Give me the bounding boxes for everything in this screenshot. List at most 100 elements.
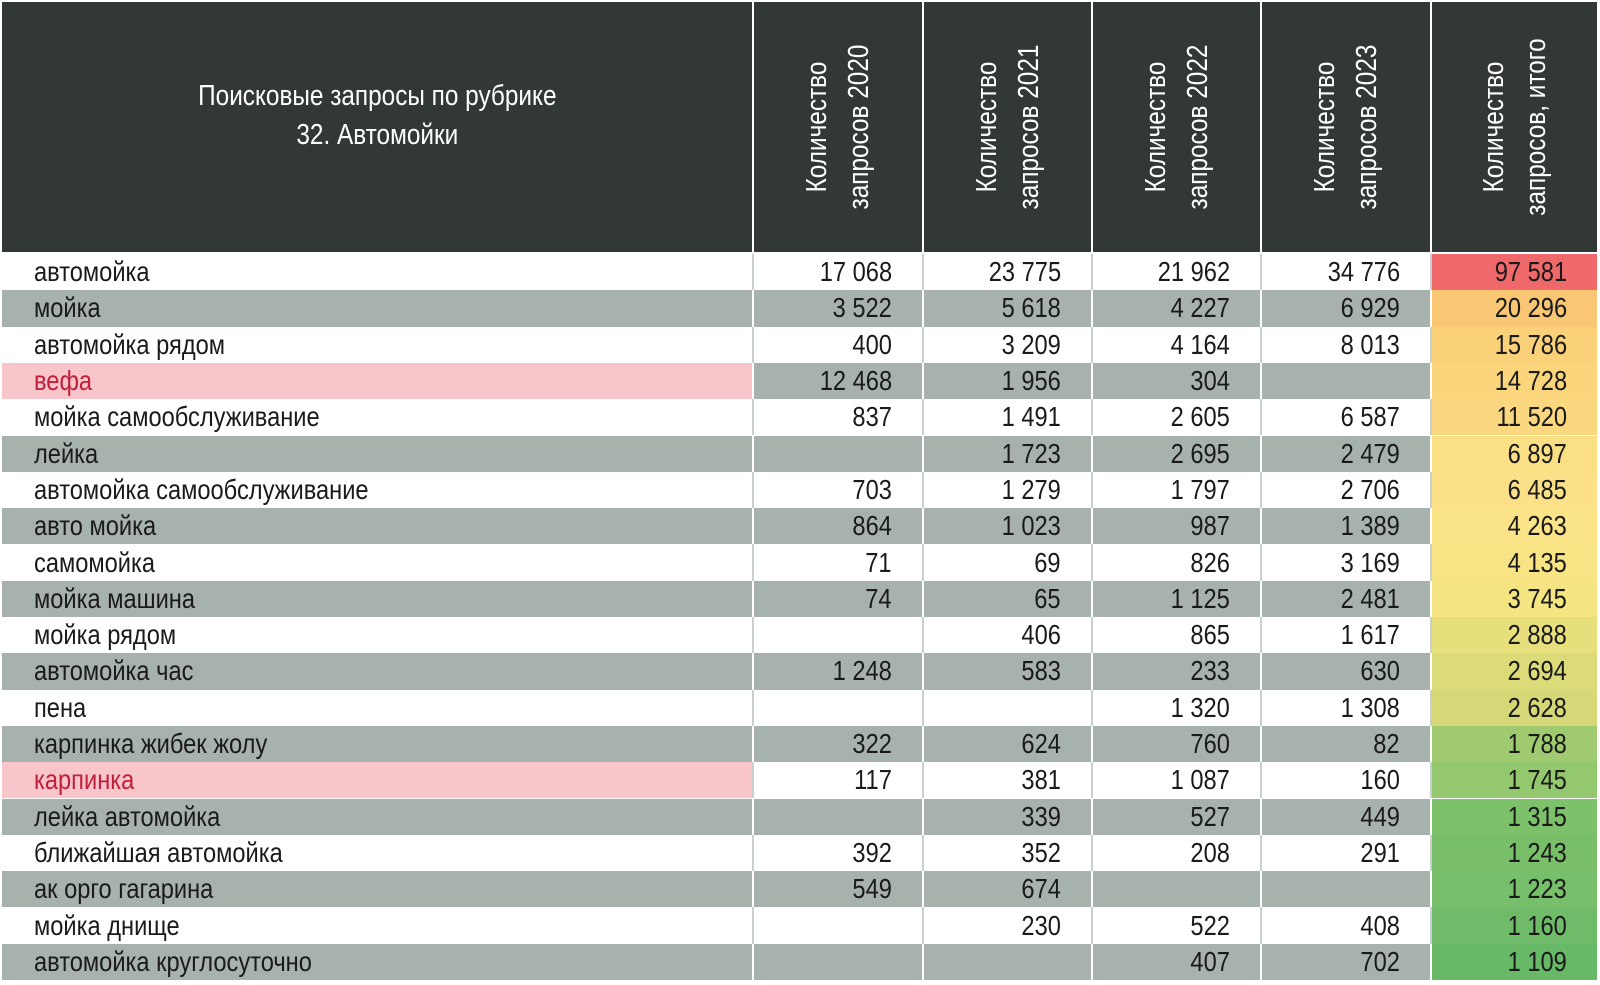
table-row: ближайшая автомойка 392 352 208 291 1 243 — [2, 834, 1597, 872]
value-text: 1 956 — [1001, 365, 1061, 397]
value-text: 339 — [1021, 800, 1061, 832]
query-text: мойка машина — [34, 582, 196, 614]
total-text: 4 135 — [1507, 546, 1567, 578]
value-cell-2023: 2 706 — [1260, 471, 1430, 509]
table-row: автомойка самообслуживание 703 1 279 1 797 2… — [2, 471, 1597, 509]
value-cell-2021: 23 775 — [922, 254, 1091, 291]
table-row: автомойка рядом 400 3 209 4 164 8 013 15 786 — [2, 326, 1597, 363]
value-cell-2022: 233 — [1091, 653, 1260, 690]
value-cell-2022: 1 320 — [1091, 689, 1260, 726]
value-text: 304 — [1190, 365, 1230, 397]
total-cell: 2 888 — [1430, 617, 1597, 654]
total-text: 6 897 — [1507, 437, 1567, 469]
table-title-cell: Поисковые запросы по рубрике 32. Автомой… — [2, 2, 752, 252]
value-text: 4 227 — [1170, 292, 1230, 324]
value-cell-2023: 8 013 — [1260, 326, 1430, 363]
column-header-2020: Количество запросов 2020 — [752, 2, 922, 252]
total-cell: 2 628 — [1430, 689, 1597, 726]
value-cell-2023: 2 479 — [1260, 435, 1430, 472]
query-cell: мойка самообслуживание — [2, 399, 752, 436]
value-cell-2021: 674 — [922, 871, 1091, 908]
total-cell: 1 243 — [1430, 834, 1597, 872]
value-cell-2020: 400 — [752, 326, 922, 363]
value-cell-2023: 160 — [1260, 762, 1430, 799]
total-cell: 3 745 — [1430, 580, 1597, 617]
table-row: лейка автомойка 339 527 449 1 315 — [2, 798, 1597, 835]
value-cell-2023: 1 389 — [1260, 508, 1430, 545]
query-cell: вефа — [2, 362, 752, 400]
value-cell-2020: 549 — [752, 871, 922, 908]
value-cell-2020: 1 248 — [752, 653, 922, 690]
table-row: мойка самообслуживание 837 1 491 2 605 6 587… — [2, 399, 1597, 436]
table-row: самомойка 71 69 826 3 169 4 135 — [2, 544, 1597, 581]
value-text: 3 522 — [832, 292, 892, 324]
query-cell: автомойка самообслуживание — [2, 471, 752, 509]
column-header-2022-line-2: запросов 2022 — [1181, 44, 1214, 210]
query-text: самомойка — [34, 546, 156, 578]
value-text: 407 — [1190, 945, 1230, 977]
value-text: 2 706 — [1340, 473, 1400, 505]
query-cell: авто мойка — [2, 508, 752, 545]
value-text: 1 279 — [1001, 473, 1061, 505]
value-text: 549 — [852, 873, 892, 905]
query-cell: самомойка — [2, 544, 752, 581]
value-cell-2023: 3 169 — [1260, 544, 1430, 581]
value-text: 71 — [865, 546, 892, 578]
total-cell: 1 788 — [1430, 725, 1597, 763]
value-cell-2020: 71 — [752, 544, 922, 581]
value-text: 1 797 — [1170, 473, 1230, 505]
value-cell-2023: 291 — [1260, 834, 1430, 872]
value-cell-2021 — [922, 943, 1091, 980]
value-cell-2023: 630 — [1260, 653, 1430, 690]
column-header-2021-line-2: запросов 2021 — [1012, 44, 1045, 210]
table-row: мойка рядом 406 865 1 617 2 888 — [2, 617, 1597, 654]
value-cell-2022: 2 695 — [1091, 435, 1260, 472]
value-text: 624 — [1021, 728, 1061, 760]
value-cell-2020 — [752, 435, 922, 472]
total-text: 1 243 — [1507, 836, 1567, 868]
query-text: автомойка рядом — [34, 328, 226, 360]
total-text: 97 581 — [1494, 256, 1567, 288]
value-cell-2020: 12 468 — [752, 362, 922, 400]
query-text: автомойка самообслуживание — [34, 473, 369, 505]
value-cell-2021: 1 491 — [922, 399, 1091, 436]
value-cell-2023: 1 308 — [1260, 689, 1430, 726]
value-text: 449 — [1360, 800, 1400, 832]
query-text: карпинка жибек жолу — [34, 728, 268, 760]
query-text: карпинка — [34, 764, 135, 796]
value-text: 1 125 — [1170, 582, 1230, 614]
value-text: 392 — [852, 836, 892, 868]
value-cell-2022: 826 — [1091, 544, 1260, 581]
value-text: 3 169 — [1340, 546, 1400, 578]
value-text: 527 — [1190, 800, 1230, 832]
value-cell-2020: 3 522 — [752, 290, 922, 327]
value-text: 17 068 — [819, 256, 892, 288]
total-cell: 6 897 — [1430, 435, 1597, 472]
value-text: 1 023 — [1001, 510, 1061, 542]
total-cell: 2 694 — [1430, 653, 1597, 690]
column-header-2021-line-1: Количество — [970, 61, 1003, 193]
table-row: лейка 1 723 2 695 2 479 6 897 — [2, 435, 1597, 472]
column-header-2020-line-2: запросов 2020 — [843, 44, 875, 210]
query-cell: карпинка жибек жолу — [2, 725, 752, 763]
value-cell-2022: 407 — [1091, 943, 1260, 980]
total-cell: 4 263 — [1430, 508, 1597, 545]
value-text: 522 — [1190, 909, 1230, 941]
query-cell: мойка днище — [2, 907, 752, 944]
value-cell-2020 — [752, 798, 922, 835]
total-text: 1 788 — [1507, 728, 1567, 760]
value-cell-2022: 21 962 — [1091, 254, 1260, 291]
query-cell: ак орго гагарина — [2, 871, 752, 908]
value-cell-2022: 208 — [1091, 834, 1260, 872]
value-cell-2021: 624 — [922, 725, 1091, 763]
value-cell-2022: 304 — [1091, 362, 1260, 400]
value-text: 6 929 — [1340, 292, 1400, 324]
table-row: карпинка 117 381 1 087 160 1 745 — [2, 762, 1597, 799]
total-text: 2 694 — [1507, 655, 1567, 687]
value-cell-2020: 703 — [752, 471, 922, 509]
value-text: 291 — [1360, 836, 1400, 868]
value-text: 208 — [1190, 836, 1230, 868]
table-header: Поисковые запросы по рубрике 32. Автомой… — [2, 2, 1597, 252]
value-text: 1 491 — [1001, 401, 1061, 433]
value-cell-2021: 381 — [922, 762, 1091, 799]
